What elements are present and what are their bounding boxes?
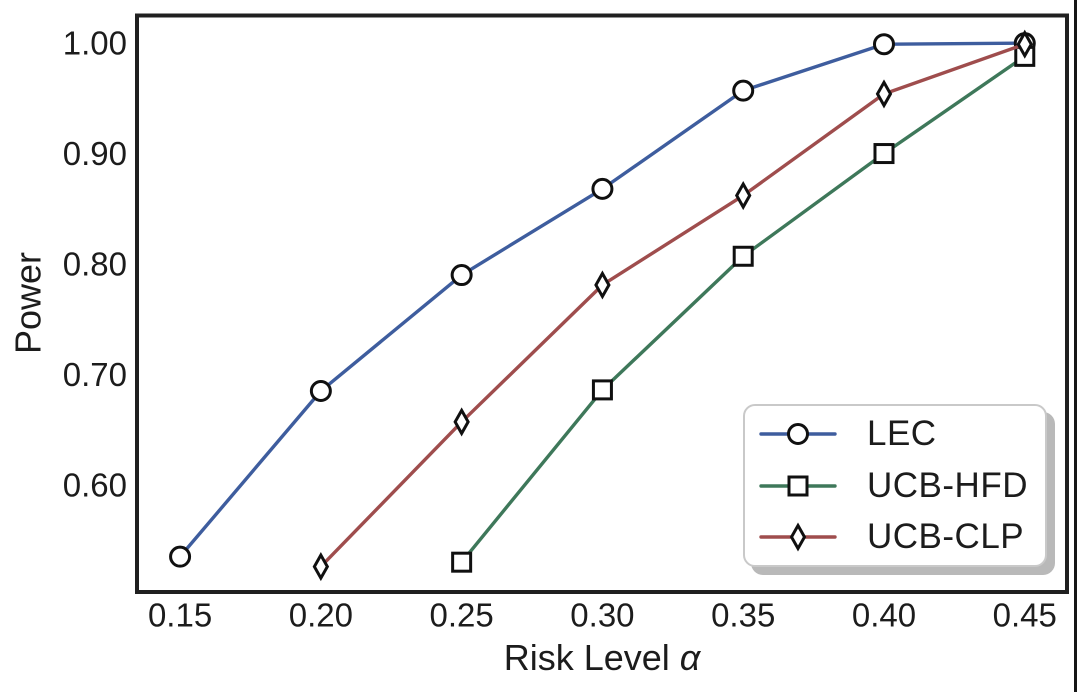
diamond-marker-icon [594, 270, 611, 300]
diamond-marker-icon [789, 522, 807, 552]
diamond-marker-icon [1016, 29, 1033, 59]
x-axis-label: Risk Level α [504, 637, 702, 678]
y-tick-label: 0.60 [63, 466, 127, 503]
screenshot-edge-artifact-line [1074, 0, 1077, 692]
square-marker-icon [591, 379, 613, 401]
y-tick-label: 0.80 [63, 245, 127, 282]
y-tick-label: 0.70 [63, 356, 127, 393]
square-marker-icon [787, 475, 809, 496]
diamond-marker-icon [453, 407, 470, 437]
series-line-ucb-clp [319, 42, 1027, 569]
x-tick-label: 0.30 [570, 597, 634, 634]
legend-handle-ucb-hfd [759, 475, 837, 496]
x-tick-label: 0.25 [430, 597, 494, 634]
x-tick-label: 0.40 [852, 597, 916, 634]
y-tick-label: 1.00 [63, 25, 127, 62]
circle-marker-icon [787, 422, 809, 445]
x-tick-label: 0.45 [993, 597, 1057, 634]
legend-item-ucb-clp: UCB-CLP [759, 511, 1045, 563]
circle-marker-icon [169, 545, 192, 568]
circle-marker-icon [309, 379, 332, 402]
y-tick-label: 0.90 [63, 135, 127, 172]
x-tick-label: 0.15 [148, 597, 212, 634]
x-tick-label: 0.20 [289, 597, 353, 634]
legend-item-ucb-hfd: UCB-HFD [759, 460, 1045, 512]
y-axis-label: Power [8, 252, 49, 354]
legend-handle-ucb-clp [759, 522, 837, 552]
diamond-marker-icon [312, 552, 330, 582]
legend-item-lec: LEC [759, 408, 1045, 460]
circle-marker-icon [872, 33, 895, 56]
square-marker-icon [732, 245, 754, 267]
legend-handle-lec [759, 422, 837, 445]
legend-label-ucb-clp: UCB-CLP [867, 517, 1025, 557]
circle-marker-icon [732, 79, 755, 102]
square-marker-icon [451, 551, 473, 573]
legend: LEC UCB-HFD UCB-CLP [743, 404, 1047, 567]
circle-marker-icon [450, 264, 473, 287]
legend-label-ucb-hfd: UCB-HFD [867, 465, 1028, 505]
diamond-marker-icon [734, 180, 752, 211]
circle-marker-icon [591, 177, 614, 200]
diamond-marker-icon [875, 79, 893, 109]
square-marker-icon [873, 143, 895, 165]
plot-frame [135, 13, 1069, 594]
legend-label-lec: LEC [867, 413, 937, 453]
x-tick-label: 0.35 [711, 597, 775, 634]
